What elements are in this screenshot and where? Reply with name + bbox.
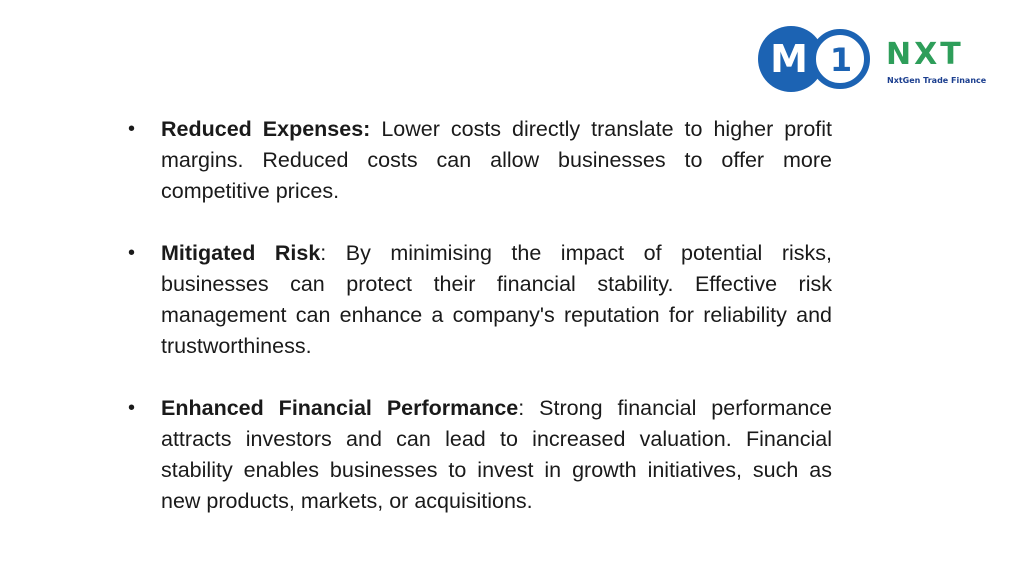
bullet-paragraph: Reduced Expenses: Lower costs directly t… [161,114,832,207]
bullet-list: • Reduced Expenses: Lower costs directly… [128,114,832,548]
logo-mark-m: M [770,37,808,81]
bullet-term: Mitigated Risk [161,241,321,265]
bullet-paragraph: Mitigated Risk: By minimising the impact… [161,238,832,362]
bullet-term: Reduced Expenses: [161,117,371,141]
bullet-text: : By minimising the impact of potential … [161,241,833,358]
bullet-item-mitigated-risk: • Mitigated Risk: By minimising the impa… [128,238,832,362]
bullet-text: Lower costs directly translate to higher… [161,117,833,203]
bullet-term: Enhanced Financial Performance [161,396,519,420]
bullet-paragraph: Enhanced Financial Performance: Strong f… [161,393,832,517]
bullet-item-reduced-expenses: • Reduced Expenses: Lower costs directly… [128,114,832,207]
logo-mark: M 1 [758,26,870,92]
logo-tagline: NxtGen Trade Finance [887,76,987,85]
bullet-dot: • [128,118,136,140]
bullet-text: : Strong financial performance attracts … [161,396,832,513]
bullet-dot: • [128,397,136,419]
company-logo: M 1 NXT NxtGen Trade Finance [756,24,986,94]
logo-mark-1: 1 [830,41,852,79]
bullet-dot: • [128,242,136,264]
bullet-item-enhanced-financial-performance: • Enhanced Financial Performance: Strong… [128,393,832,517]
logo-wordmark: NXT [886,37,964,72]
